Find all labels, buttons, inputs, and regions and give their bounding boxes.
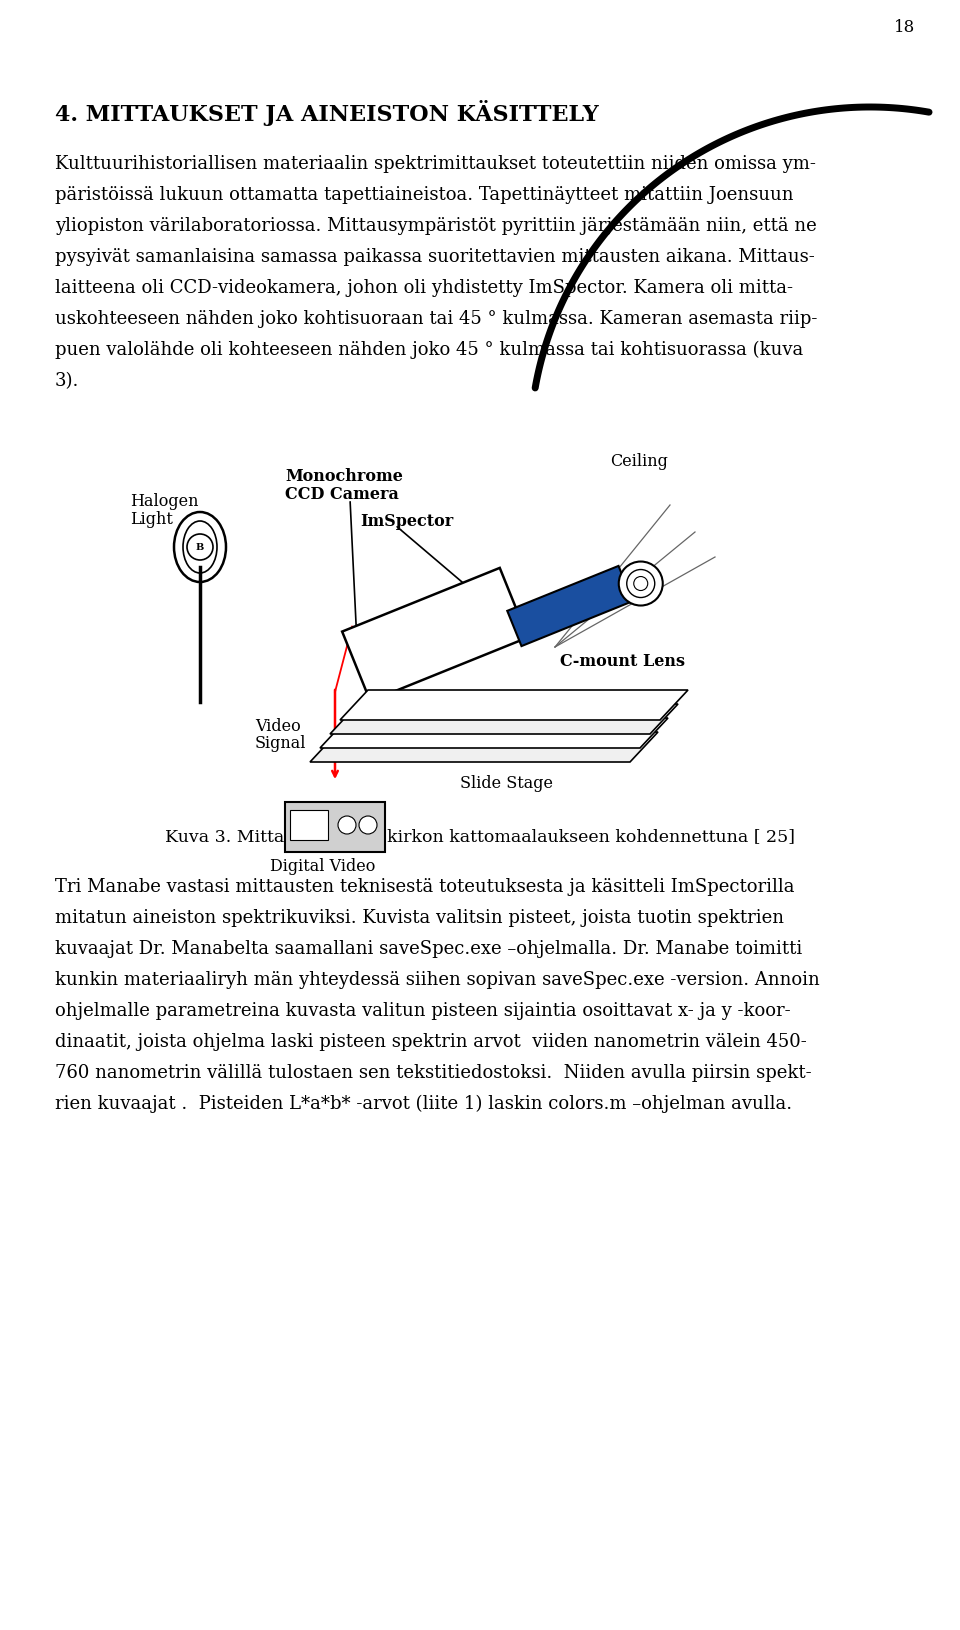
Polygon shape [320, 719, 668, 748]
Text: ohjelmalle parametreina kuvasta valitun pisteen sijaintia osoittavat x- ja y -ko: ohjelmalle parametreina kuvasta valitun … [55, 1001, 791, 1019]
Text: Kuva 3. Mittauslaitteisto kirkon kattomaalaukseen kohdennettuna [ 25]: Kuva 3. Mittauslaitteisto kirkon kattoma… [165, 828, 795, 844]
Bar [285, 802, 385, 852]
Text: dinaatit, joista ohjelma laski pisteen spektrin arvot  viiden nanometrin välein : dinaatit, joista ohjelma laski pisteen s… [55, 1032, 806, 1050]
Text: Ceiling: Ceiling [610, 453, 668, 469]
Text: rien kuvaajat .  Pisteiden L*a*b* -arvot (liite 1) laskin colors.m –ohjelman avu: rien kuvaajat . Pisteiden L*a*b* -arvot … [55, 1094, 792, 1113]
Polygon shape [342, 569, 528, 701]
Text: Halogen: Halogen [130, 492, 199, 510]
Text: C-mount Lens: C-mount Lens [560, 652, 685, 670]
Text: Tri Manabe vastasi mittausten teknisestä toteutuksesta ja käsitteli ImSpectorill: Tri Manabe vastasi mittausten teknisestä… [55, 877, 795, 895]
Text: kunkin materiaaliryh män yhteydessä siihen sopivan saveSpec.exe -version. Annoin: kunkin materiaaliryh män yhteydessä siih… [55, 970, 820, 988]
Circle shape [338, 817, 356, 835]
Text: 18: 18 [895, 20, 916, 36]
Circle shape [359, 817, 377, 835]
Text: laitteena oli CCD-videokamera, johon oli yhdistetty ImSpector. Kamera oli mitta-: laitteena oli CCD-videokamera, johon oli… [55, 279, 793, 297]
Text: puen valolähde oli kohteeseen nähden joko 45 ° kulmassa tai kohtisuorassa (kuva: puen valolähde oli kohteeseen nähden jok… [55, 341, 804, 359]
Polygon shape [340, 691, 688, 720]
Text: Digital Video: Digital Video [270, 857, 375, 874]
Text: pysyivät samanlaisina samassa paikassa suoritettavien mittausten aikana. Mittaus: pysyivät samanlaisina samassa paikassa s… [55, 248, 815, 266]
Polygon shape [507, 567, 633, 647]
Text: 3).: 3). [55, 372, 80, 390]
Text: 4. MITTAUKSET JA AINEISTON KÄSITTELY: 4. MITTAUKSET JA AINEISTON KÄSITTELY [55, 99, 599, 126]
Text: Slide Stage: Slide Stage [460, 774, 553, 792]
Text: Video: Video [255, 717, 300, 735]
Text: mitatun aineiston spektrikuviksi. Kuvista valitsin pisteet, joista tuotin spektr: mitatun aineiston spektrikuviksi. Kuvist… [55, 908, 784, 926]
Text: uskohteeseen nähden joko kohtisuoraan tai 45 ° kulmassa. Kameran asemasta riip-: uskohteeseen nähden joko kohtisuoraan ta… [55, 310, 817, 328]
Text: B: B [196, 543, 204, 553]
Polygon shape [310, 732, 658, 763]
Text: CCD Camera: CCD Camera [285, 486, 398, 502]
Polygon shape [330, 704, 678, 735]
Text: Kulttuurihistoriallisen materiaalin spektrimittaukset toteutettiin niiden omissa: Kulttuurihistoriallisen materiaalin spek… [55, 155, 816, 173]
Text: kuvaajat Dr. Manabelta saamallani saveSpec.exe –ohjelmalla. Dr. Manabe toimitti: kuvaajat Dr. Manabelta saamallani saveSp… [55, 939, 803, 957]
Text: Light: Light [130, 510, 173, 528]
Text: päristöissä lukuun ottamatta tapettiaineistoa. Tapettinäytteet mitattiin Joensuu: päristöissä lukuun ottamatta tapettiaine… [55, 186, 794, 204]
Text: Signal: Signal [255, 735, 306, 751]
Circle shape [619, 562, 662, 606]
Text: yliopiston värilaboratoriossa. Mittausympäristöt pyrittiin järjestämään niin, et: yliopiston värilaboratoriossa. Mittausym… [55, 217, 817, 235]
Text: ImSpector: ImSpector [360, 513, 453, 530]
Bar [290, 810, 328, 841]
Text: Monochrome: Monochrome [285, 468, 403, 484]
Text: 760 nanometrin välillä tulostaen sen tekstitiedostoksi.  Niiden avulla piirsin s: 760 nanometrin välillä tulostaen sen tek… [55, 1063, 811, 1081]
